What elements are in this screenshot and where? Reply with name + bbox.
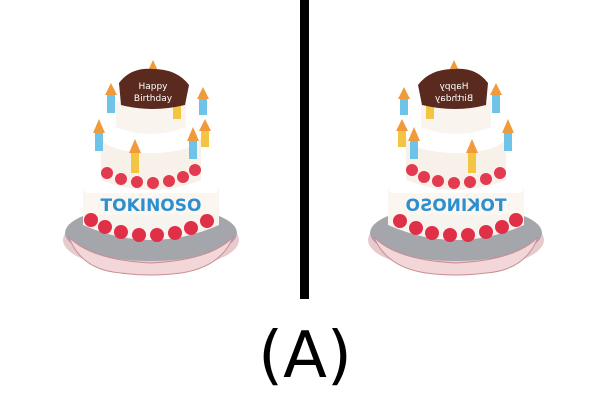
topper-text-line2-left: Birthday	[134, 94, 173, 104]
cake-band-text-right: TOKINOSO	[406, 196, 507, 216]
panel-divider	[300, 0, 309, 299]
topper-text-line1-right: Happy	[439, 82, 469, 92]
topper-text-line2-right: Birthday	[434, 94, 473, 104]
cake-band-text-left: TOKINOSO	[101, 196, 202, 216]
panel-label: (A)	[258, 319, 352, 393]
cake-image-right: TOKINOSO Happy Birthday	[366, 55, 546, 285]
cake-image-left: TOKINOSO Happy Birthday	[61, 55, 241, 285]
topper-text-line1-left: Happy	[138, 82, 168, 92]
